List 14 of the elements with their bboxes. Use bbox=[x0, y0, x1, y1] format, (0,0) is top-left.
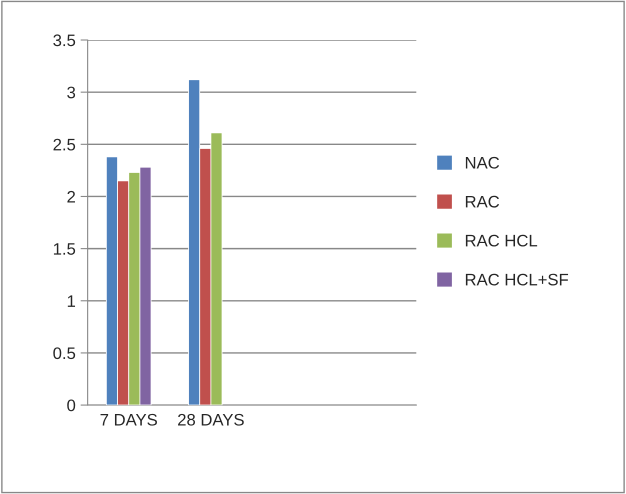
legend-label: NAC bbox=[466, 156, 500, 169]
legend-label: RAC HCL+SF bbox=[466, 274, 568, 286]
y-tick-label: 3.5 bbox=[53, 34, 76, 46]
x-tick-label: 7 DAYS bbox=[100, 414, 157, 426]
legend-label: RAC HCL bbox=[466, 234, 538, 247]
y-tick-label: 2.5 bbox=[54, 138, 76, 151]
y-tick-label: 1 bbox=[68, 295, 76, 307]
legend-label: RAC bbox=[466, 196, 500, 208]
y-tick-label: 2 bbox=[67, 190, 75, 203]
y-tick-label: 0.5 bbox=[53, 347, 76, 360]
x-tick-label: 28 DAYS bbox=[178, 414, 244, 426]
y-tick-label: 0 bbox=[67, 399, 76, 412]
y-tick-label: 1.5 bbox=[54, 243, 76, 255]
y-tick-label: 3 bbox=[67, 86, 76, 98]
